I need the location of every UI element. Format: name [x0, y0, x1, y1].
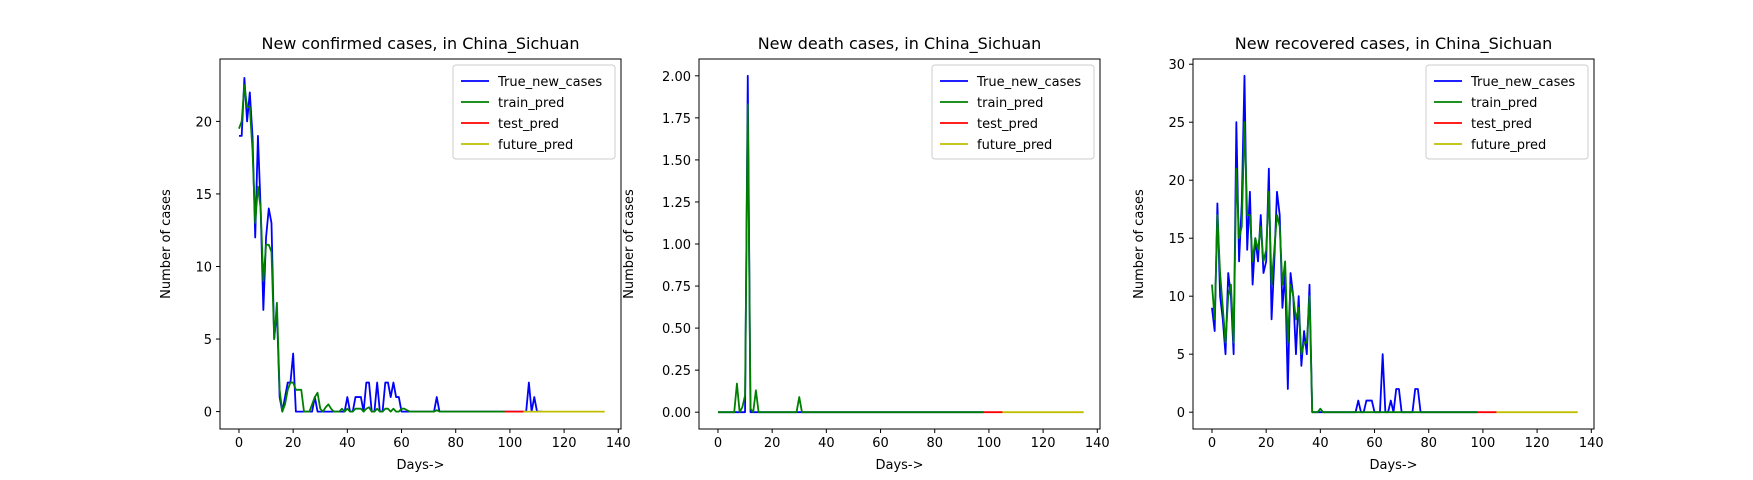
x-tick-label: 100	[1470, 436, 1495, 451]
x-tick-label: 120	[552, 436, 577, 451]
y-tick-label: 1.75	[662, 112, 691, 127]
x-tick-label: 140	[606, 436, 631, 451]
x-tick-label: 40	[818, 436, 835, 451]
y-tick-label: 25	[1168, 116, 1185, 131]
legend-label: train_pred	[498, 96, 564, 111]
chart-title: New confirmed cases, in China_Sichuan	[261, 34, 579, 54]
y-tick-label: 0.75	[662, 280, 691, 295]
plot-frame	[1192, 58, 1595, 430]
chart-2: New death cases, in China_Sichuan 0 20 40 60…	[622, 34, 1110, 473]
legend: True_new_cases train_pred test_pred future_…	[931, 64, 1095, 160]
legend-box	[931, 64, 1095, 160]
x-tick-label: 80	[447, 436, 464, 451]
x-tick-label: 80	[926, 436, 943, 451]
x-tick-label: 20	[285, 436, 302, 451]
y-axis-label: Number of cases	[159, 189, 174, 299]
x-tick-label: 60	[872, 436, 889, 451]
y-tick-label: 0.50	[662, 322, 691, 337]
legend-label: test_pred	[1471, 117, 1532, 132]
legend-label: test_pred	[498, 117, 559, 132]
x-axis-label: Days->	[875, 458, 923, 473]
legend-label: future_pred	[977, 138, 1052, 153]
y-tick-label: 0	[204, 406, 212, 421]
chart-3: New recovered cases, in China_Sichuan 0 20…	[1132, 34, 1604, 473]
y-tick-label: 5	[204, 333, 212, 348]
x-tick-label: 0	[1208, 436, 1216, 451]
x-tick-label: 0	[714, 436, 722, 451]
x-tick-label: 140	[1579, 436, 1604, 451]
y-tick-label: 10	[1168, 290, 1185, 305]
series-line-train-pred	[1211, 121, 1478, 414]
x-tick-label: 20	[764, 436, 781, 451]
x-tick-label: 120	[1031, 436, 1056, 451]
y-tick-label: 0	[1177, 406, 1185, 421]
y-tick-label: 15	[195, 188, 212, 203]
chart-title: New recovered cases, in China_Sichuan	[1235, 34, 1553, 54]
x-tick-label: 20	[1258, 436, 1275, 451]
y-axis-label: Number of cases	[1132, 189, 1147, 299]
legend-label: True_new_cases	[497, 75, 602, 90]
legend-box	[452, 64, 616, 160]
x-tick-label: 40	[339, 436, 356, 451]
legend-label: future_pred	[1471, 138, 1546, 153]
y-tick-label: 15	[1168, 232, 1185, 247]
legend-label: True_new_cases	[976, 75, 1081, 90]
chart-1: New confirmed cases, in China_Sichuan 0 20…	[159, 34, 631, 473]
x-tick-label: 100	[976, 436, 1001, 451]
series-line-train-pred	[238, 84, 505, 413]
legend-label: train_pred	[1471, 96, 1537, 111]
legend-label: future_pred	[498, 138, 573, 153]
x-axis-label: Days->	[396, 458, 444, 473]
y-tick-label: 5	[1177, 348, 1185, 363]
y-tick-label: 30	[1168, 58, 1185, 73]
y-tick-label: 0.25	[662, 364, 691, 379]
plot-frame	[219, 58, 622, 430]
x-tick-label: 60	[1366, 436, 1383, 451]
x-tick-label: 80	[1420, 436, 1437, 451]
y-tick-label: 20	[1168, 174, 1185, 189]
y-tick-label: 10	[195, 260, 212, 275]
y-tick-label: 1.25	[662, 196, 691, 211]
y-axis-label: Number of cases	[622, 189, 637, 299]
legend-label: test_pred	[977, 117, 1038, 132]
x-tick-label: 0	[235, 436, 243, 451]
y-tick-label: 0.00	[662, 406, 691, 421]
y-tick-label: 2.00	[662, 70, 691, 85]
legend: True_new_cases train_pred test_pred future_…	[452, 64, 616, 160]
legend-label: train_pred	[977, 96, 1043, 111]
legend: True_new_cases train_pred test_pred future_…	[1425, 64, 1589, 160]
y-tick-label: 1.00	[662, 238, 691, 253]
series-line-train-pred	[717, 103, 984, 414]
x-tick-label: 100	[497, 436, 522, 451]
legend-box	[1425, 64, 1589, 160]
y-tick-label: 1.50	[662, 154, 691, 169]
plot-frame	[698, 58, 1101, 430]
x-axis-label: Days->	[1369, 458, 1417, 473]
x-tick-label: 120	[1525, 436, 1550, 451]
x-tick-label: 60	[393, 436, 410, 451]
legend-label: True_new_cases	[1470, 75, 1575, 90]
y-tick-label: 20	[195, 115, 212, 130]
x-tick-label: 140	[1085, 436, 1110, 451]
chart-title: New death cases, in China_Sichuan	[758, 34, 1042, 54]
x-tick-label: 40	[1312, 436, 1329, 451]
